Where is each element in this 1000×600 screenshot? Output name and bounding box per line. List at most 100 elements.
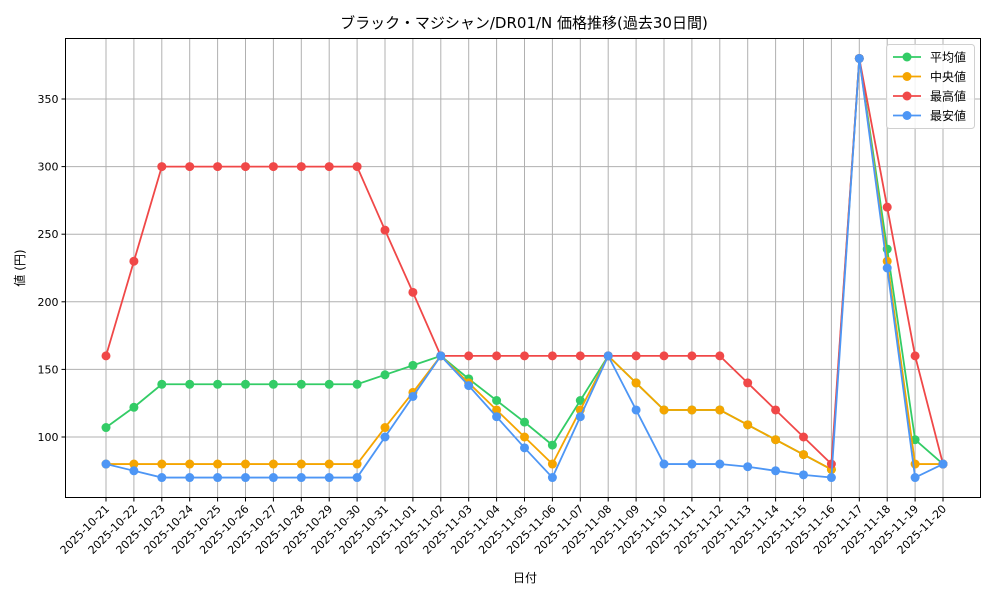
y-axis-label: 値 (円) xyxy=(12,249,27,286)
plot-frame xyxy=(65,38,981,498)
data-point xyxy=(380,225,390,235)
data-point xyxy=(575,412,585,422)
data-point xyxy=(268,379,278,389)
data-point xyxy=(352,473,362,483)
data-point xyxy=(185,473,195,483)
data-point xyxy=(268,459,278,469)
data-point xyxy=(826,473,836,483)
data-point xyxy=(659,459,669,469)
data-point xyxy=(241,473,250,483)
data-point xyxy=(910,351,920,361)
data-point xyxy=(380,370,390,380)
x-axis-ticks: 2025-10-212025-10-222025-10-232025-10-24… xyxy=(58,497,949,557)
data-point xyxy=(520,417,529,427)
data-point xyxy=(241,162,250,172)
data-point xyxy=(268,162,278,172)
data-point xyxy=(101,423,111,433)
data-point xyxy=(352,162,362,172)
legend-box xyxy=(886,44,975,129)
data-point xyxy=(296,473,306,483)
data-point xyxy=(101,459,111,469)
data-point xyxy=(129,466,139,476)
data-point xyxy=(631,378,641,388)
data-point xyxy=(492,412,502,422)
data-point xyxy=(129,402,139,412)
data-point xyxy=(213,379,223,389)
data-point xyxy=(603,351,613,361)
data-point xyxy=(631,405,641,415)
legend-marker-icon xyxy=(902,72,912,81)
data-point xyxy=(659,351,669,361)
legend-marker-icon xyxy=(902,52,912,62)
data-point xyxy=(492,405,502,415)
data-point xyxy=(743,420,753,430)
legend-label: 最安値 xyxy=(930,108,966,123)
data-point xyxy=(185,459,195,469)
data-point xyxy=(659,405,669,415)
data-point xyxy=(268,473,278,483)
data-point xyxy=(213,459,223,469)
legend-label: 中央値 xyxy=(930,69,966,84)
y-tick-label: 150 xyxy=(38,363,59,376)
data-point xyxy=(492,395,502,405)
grid-lines xyxy=(65,38,981,498)
data-point xyxy=(687,405,697,415)
data-point xyxy=(324,473,334,483)
data-point xyxy=(854,53,864,63)
data-point xyxy=(241,459,250,469)
data-point xyxy=(799,450,808,460)
data-point xyxy=(436,351,446,361)
y-tick-label: 350 xyxy=(38,93,59,106)
data-point xyxy=(380,423,390,433)
legend-marker-icon xyxy=(902,111,912,120)
y-tick-label: 100 xyxy=(38,431,59,444)
data-point xyxy=(520,443,529,453)
data-series xyxy=(101,53,948,483)
data-point xyxy=(799,470,808,480)
legend-label: 平均値 xyxy=(930,50,966,65)
data-point xyxy=(547,440,557,450)
y-tick-label: 300 xyxy=(38,161,59,174)
data-point xyxy=(157,473,167,483)
legend-marker-icon xyxy=(902,91,912,101)
data-point xyxy=(129,256,139,266)
y-tick-label: 200 xyxy=(38,296,59,309)
data-point xyxy=(464,351,474,361)
data-point xyxy=(547,473,557,483)
data-point xyxy=(715,351,725,361)
chart-title: ブラック・マジシャン/DR01/N 価格推移(過去30日間) xyxy=(340,14,708,32)
legend-item: 平均値 xyxy=(893,50,966,65)
data-point xyxy=(157,379,167,389)
data-point xyxy=(324,162,334,172)
data-point xyxy=(492,351,502,361)
data-point xyxy=(631,351,641,361)
data-point xyxy=(687,459,697,469)
data-point xyxy=(547,459,557,469)
data-point xyxy=(575,351,585,361)
y-axis-ticks: 100 150 200 250 300 350 xyxy=(38,93,66,444)
data-point xyxy=(380,432,390,442)
data-point xyxy=(938,459,948,469)
data-point xyxy=(408,391,418,401)
data-point xyxy=(101,351,111,361)
data-point xyxy=(771,405,781,415)
data-point xyxy=(743,378,753,388)
data-point xyxy=(241,379,250,389)
data-point xyxy=(715,405,725,415)
legend-item: 最安値 xyxy=(893,108,966,123)
data-point xyxy=(352,459,362,469)
data-point xyxy=(882,263,892,273)
x-axis-label: 日付 xyxy=(513,571,537,585)
data-point xyxy=(408,360,418,370)
legend-item: 最高値 xyxy=(893,89,966,104)
data-point xyxy=(575,395,585,405)
data-point xyxy=(408,287,418,297)
data-point xyxy=(687,351,697,361)
data-point xyxy=(743,462,753,472)
data-point xyxy=(324,459,334,469)
data-point xyxy=(520,351,529,361)
data-point xyxy=(799,432,808,442)
legend-label: 最高値 xyxy=(930,89,966,104)
